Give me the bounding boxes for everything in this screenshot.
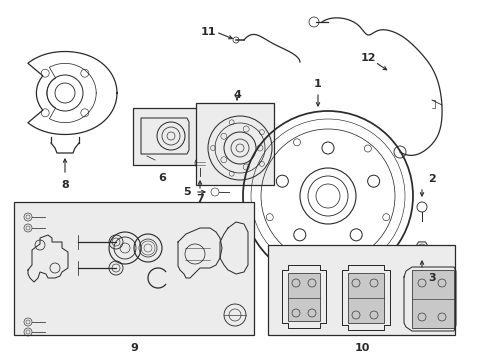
Text: 3: 3: [427, 273, 435, 283]
Text: 7: 7: [196, 194, 203, 204]
Bar: [287, 273, 319, 321]
Bar: [133, 108, 197, 165]
Text: 6: 6: [158, 173, 165, 183]
Text: 12: 12: [360, 53, 375, 63]
Bar: [411, 270, 453, 328]
Bar: [267, 245, 454, 335]
Text: 2: 2: [427, 174, 435, 184]
Text: 11: 11: [200, 27, 215, 37]
Text: 1: 1: [313, 79, 321, 89]
Text: 5: 5: [183, 187, 190, 197]
Bar: [196, 103, 273, 185]
Text: 8: 8: [61, 180, 69, 190]
Bar: [14, 202, 253, 335]
Bar: [347, 273, 383, 323]
Text: 4: 4: [233, 90, 241, 100]
Text: 10: 10: [354, 343, 369, 353]
Text: 9: 9: [130, 343, 138, 353]
